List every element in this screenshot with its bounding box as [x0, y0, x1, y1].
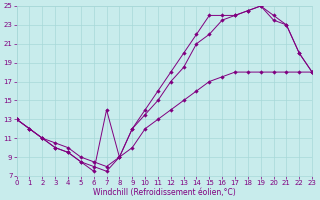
- X-axis label: Windchill (Refroidissement éolien,°C): Windchill (Refroidissement éolien,°C): [93, 188, 236, 197]
